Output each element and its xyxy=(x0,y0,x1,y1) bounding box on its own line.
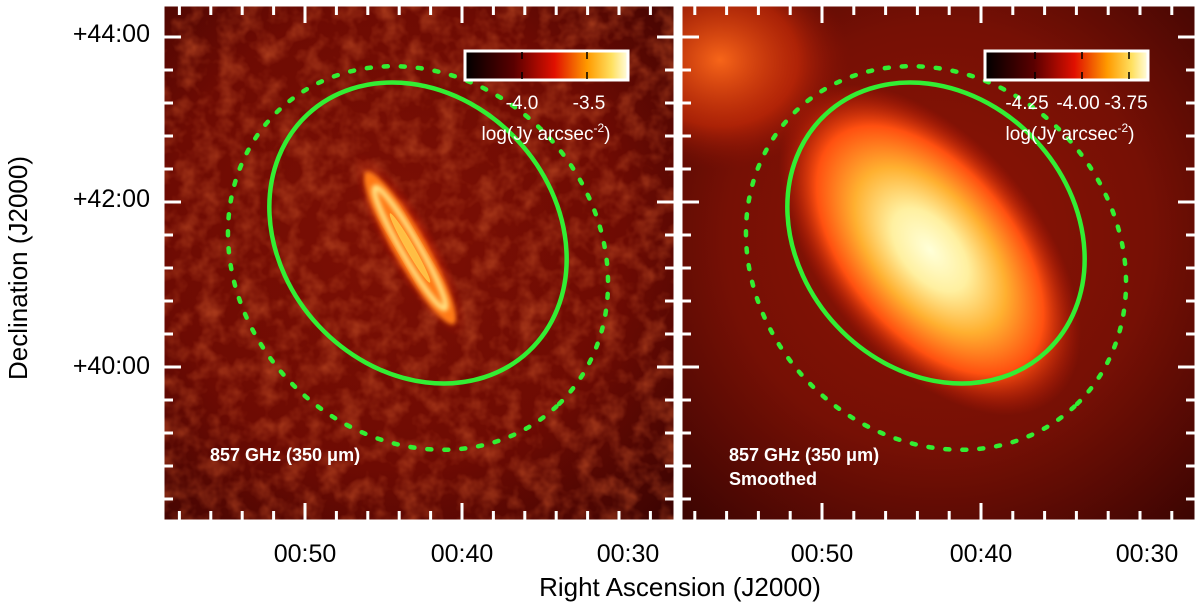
panel-right-image xyxy=(681,5,1196,521)
colorbar-right-tick-label: -3.75 xyxy=(1104,93,1147,114)
galaxy-core xyxy=(389,213,431,283)
panel-right-label: 857 GHz (350 μm) xyxy=(729,445,879,465)
colorbar-right-unit: log(Jy arcsec-2) xyxy=(1006,121,1135,145)
x-axis-title: Right Ascension (J2000) xyxy=(539,572,821,602)
panel-frames xyxy=(161,3,1198,523)
x-tick-label: 00:40 xyxy=(950,540,1013,568)
y-tick-label: +40:00 xyxy=(73,352,150,380)
colorbar-left-bar xyxy=(463,49,630,82)
dotted-ellipse-left xyxy=(225,63,611,453)
solid-ellipse-right xyxy=(785,80,1087,386)
panel-left-image xyxy=(163,5,675,521)
x-tick-label: 00:50 xyxy=(274,540,337,568)
galaxy-ring xyxy=(371,184,449,312)
y-tick-label: +44:00 xyxy=(73,20,150,48)
colorbar-right: -4.25 -4.00 -3.75 log(Jy arcsec-2) xyxy=(983,49,1150,145)
colorbar-right-tick-label: -4.00 xyxy=(1056,93,1099,114)
x-tick-label: 00:40 xyxy=(431,540,494,568)
colorbar-left-unit: log(Jy arcsec-2) xyxy=(482,121,611,145)
panel-left-label: 857 GHz (350 μm) xyxy=(210,445,360,465)
panel-right-sublabel: Smoothed xyxy=(729,469,817,489)
solid-ellipse-left xyxy=(267,80,569,386)
smoothed-galaxy xyxy=(778,84,1082,416)
aperture-ellipses xyxy=(225,63,1129,453)
colorbar-right-tick-label: -4.25 xyxy=(1005,93,1048,114)
x-tick-label: 00:50 xyxy=(791,540,854,568)
dotted-ellipse-right xyxy=(743,63,1129,453)
x-tick-label: 00:30 xyxy=(1116,540,1179,568)
colorbar-right-bar xyxy=(983,49,1150,82)
colorbar-left: -4.0 -3.5 log(Jy arcsec-2) xyxy=(463,49,630,145)
x-tick-label: 00:30 xyxy=(597,540,660,568)
y-tick-label: +42:00 xyxy=(73,185,150,213)
colorbar-left-tick-label: -4.0 xyxy=(506,93,539,114)
colorbar-left-tick-label: -3.5 xyxy=(573,93,606,114)
y-axis-title: Declination (J2000) xyxy=(3,156,33,380)
